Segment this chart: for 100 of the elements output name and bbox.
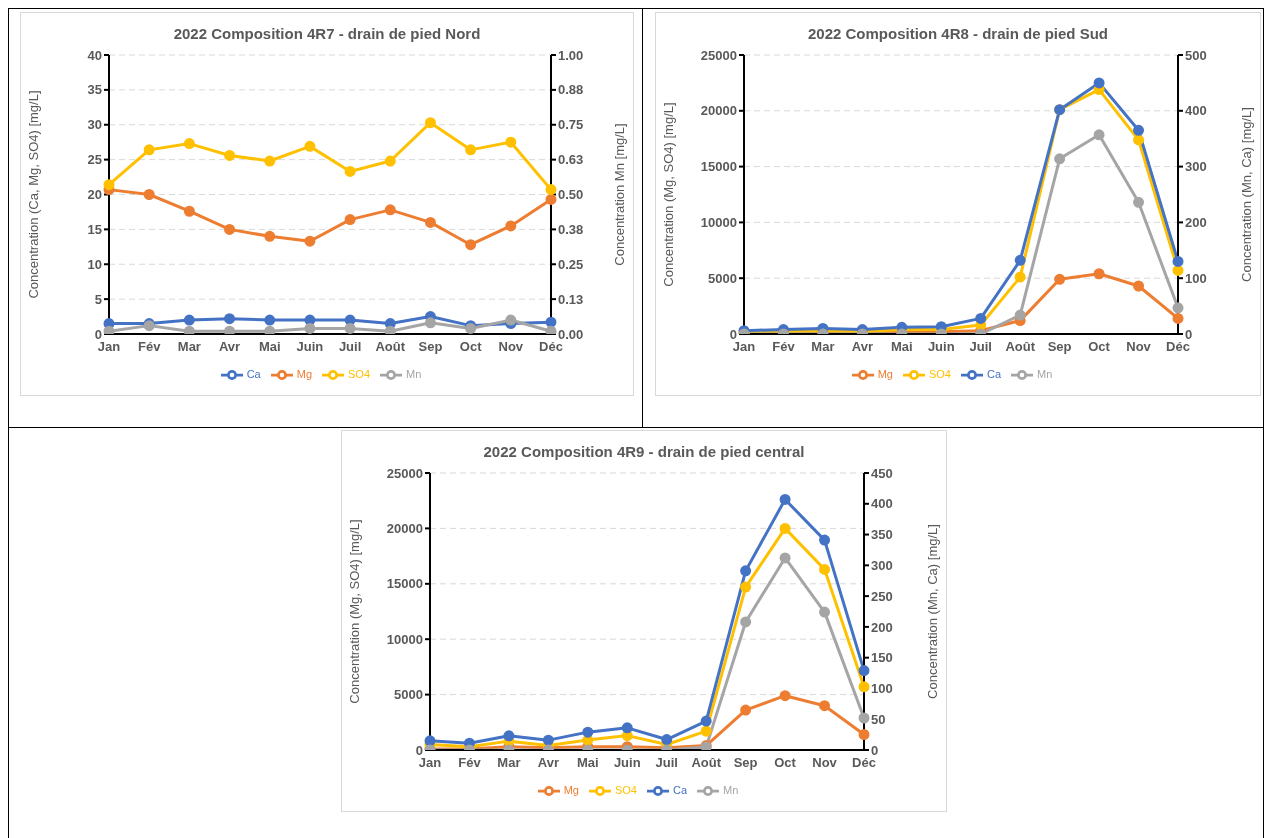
y-tick-label: 10: [87, 256, 102, 272]
y2-tick-label: 0.75: [558, 117, 584, 133]
y2-tick-label: 0.25: [558, 256, 584, 272]
x-tick-label: Sep: [418, 339, 443, 355]
y2-tick-label: 0.50: [558, 187, 584, 203]
x-tick-label: Nov: [1126, 339, 1152, 355]
y2-tick-label: 0: [871, 742, 879, 758]
y-tick-label: 5000: [394, 687, 423, 703]
y-tick-label: 20: [87, 187, 102, 203]
y2-tick-label: 350: [871, 527, 893, 543]
y-tick-label: 10000: [386, 631, 423, 647]
y2-tick-label: 0.88: [558, 82, 584, 98]
y2-tick-label: 1.00: [558, 47, 584, 63]
x-tick-label: Fév: [772, 339, 796, 355]
y-tick-label: 10000: [700, 215, 737, 231]
y2-tick-label: 250: [871, 588, 893, 604]
y-tick-label: 5: [94, 291, 102, 307]
y-tick-label: 5000: [708, 270, 737, 286]
y2-tick-label: 300: [1185, 159, 1207, 175]
y2-axis-title: Concentration (Mn, Ca) [mg/L]: [924, 524, 940, 699]
x-tick-label: Juin: [613, 755, 641, 771]
x-tick-label: Mar: [177, 339, 201, 355]
y-tick-label: 25000: [386, 465, 423, 481]
y-tick-label: 0: [415, 742, 423, 758]
x-tick-label: Mai: [576, 755, 599, 771]
x-tick-label: Jan: [418, 755, 442, 771]
x-tick-label: Juil: [969, 339, 992, 355]
y2-tick-label: 150: [871, 650, 893, 666]
y-tick-label: 40: [87, 47, 102, 63]
x-tick-label: Août: [1005, 339, 1036, 355]
y2-axis-title: Concentration (Mn, Ca) [mg/L]: [1238, 107, 1254, 282]
x-tick-label: Fév: [137, 339, 162, 355]
x-tick-label: Déc: [1166, 339, 1190, 355]
y2-tick-label: 50: [871, 711, 886, 727]
y2-axis-title: Concentration Mn [mg/L]: [611, 123, 627, 266]
y-tick-label: 15000: [386, 576, 423, 592]
x-tick-label: Déc: [852, 755, 876, 771]
y-tick-label: 15: [87, 221, 102, 237]
legend-label: Mg: [877, 367, 893, 380]
x-tick-label: Avr: [218, 339, 241, 355]
x-tick-label: Nov: [812, 755, 838, 771]
x-tick-label: Sep: [1047, 339, 1072, 355]
y-tick-label: 25: [87, 152, 102, 168]
y2-tick-label: 400: [871, 496, 893, 512]
x-tick-label: Oct: [459, 339, 483, 355]
x-tick-label: Juin: [296, 339, 324, 355]
legend-label: SO4: [614, 783, 637, 796]
x-tick-label: Août: [375, 339, 406, 355]
x-tick-label: Juil: [655, 755, 678, 771]
legend-label: Mg: [296, 367, 313, 380]
y2-tick-label: 0.00: [558, 326, 584, 342]
y-tick-label: 30: [87, 117, 102, 133]
y-axis-title: Concentration (Mg, SO4) [mg/L]: [346, 519, 362, 704]
legend-label: Mg: [563, 783, 579, 796]
x-tick-label: Mai: [890, 339, 913, 355]
x-tick-label: Avr: [537, 755, 559, 771]
x-tick-label: Jan: [97, 339, 121, 355]
x-tick-label: Mar: [497, 755, 521, 771]
y2-tick-label: 0.38: [558, 221, 584, 237]
x-tick-label: Mai: [258, 339, 281, 355]
y2-tick-label: 100: [1185, 270, 1207, 286]
y2-tick-label: 100: [871, 681, 893, 697]
y2-tick-label: 0.63: [558, 152, 584, 168]
y-axis-title: Concentration (Mg, SO4) [mg/L]: [660, 102, 676, 287]
y2-tick-label: 200: [1185, 215, 1207, 231]
y-axis-title: Concentration (Ca, Mg, SO4) [mg/L]: [25, 90, 41, 299]
legend-label: Ca: [672, 783, 688, 796]
y2-tick-label: 0.13: [558, 291, 584, 307]
y-tick-label: 35: [87, 82, 102, 98]
y2-tick-label: 0: [1185, 326, 1193, 342]
legend-label: SO4: [348, 367, 371, 380]
y-tick-label: 20000: [700, 103, 737, 119]
legend-label: Mn: [406, 367, 422, 380]
y2-tick-label: 500: [1185, 47, 1207, 63]
chart-title: 2022 Composition 4R8 - drain de pied Sud: [806, 25, 1110, 44]
x-tick-label: Jan: [732, 339, 756, 355]
y-tick-label: 15000: [700, 159, 737, 175]
x-tick-label: Juil: [338, 339, 362, 355]
y-tick-label: 0: [729, 326, 737, 342]
x-tick-label: Avr: [851, 339, 873, 355]
y2-tick-label: 400: [1185, 103, 1207, 119]
x-tick-label: Août: [691, 755, 722, 771]
y-tick-label: 0: [94, 326, 102, 342]
y2-tick-label: 200: [871, 619, 893, 635]
x-tick-label: Nov: [498, 339, 524, 355]
legend-label: Ca: [246, 367, 261, 380]
legend-label: Ca: [986, 367, 1002, 380]
x-tick-label: Fév: [458, 755, 482, 771]
y-tick-label: 25000: [700, 47, 737, 63]
x-tick-label: Sep: [733, 755, 758, 771]
y-tick-label: 20000: [386, 521, 423, 537]
x-tick-label: Mar: [811, 339, 835, 355]
x-tick-label: Juin: [927, 339, 955, 355]
legend-label: Mn: [723, 783, 739, 796]
legend-label: SO4: [928, 367, 951, 380]
y2-tick-label: 450: [871, 465, 893, 481]
legend-label: Mn: [1037, 367, 1053, 380]
chart-title: 2022 Composition 4R7 - drain de pied Nord: [172, 25, 482, 44]
x-tick-label: Déc: [539, 339, 563, 355]
x-tick-label: Oct: [774, 755, 797, 771]
